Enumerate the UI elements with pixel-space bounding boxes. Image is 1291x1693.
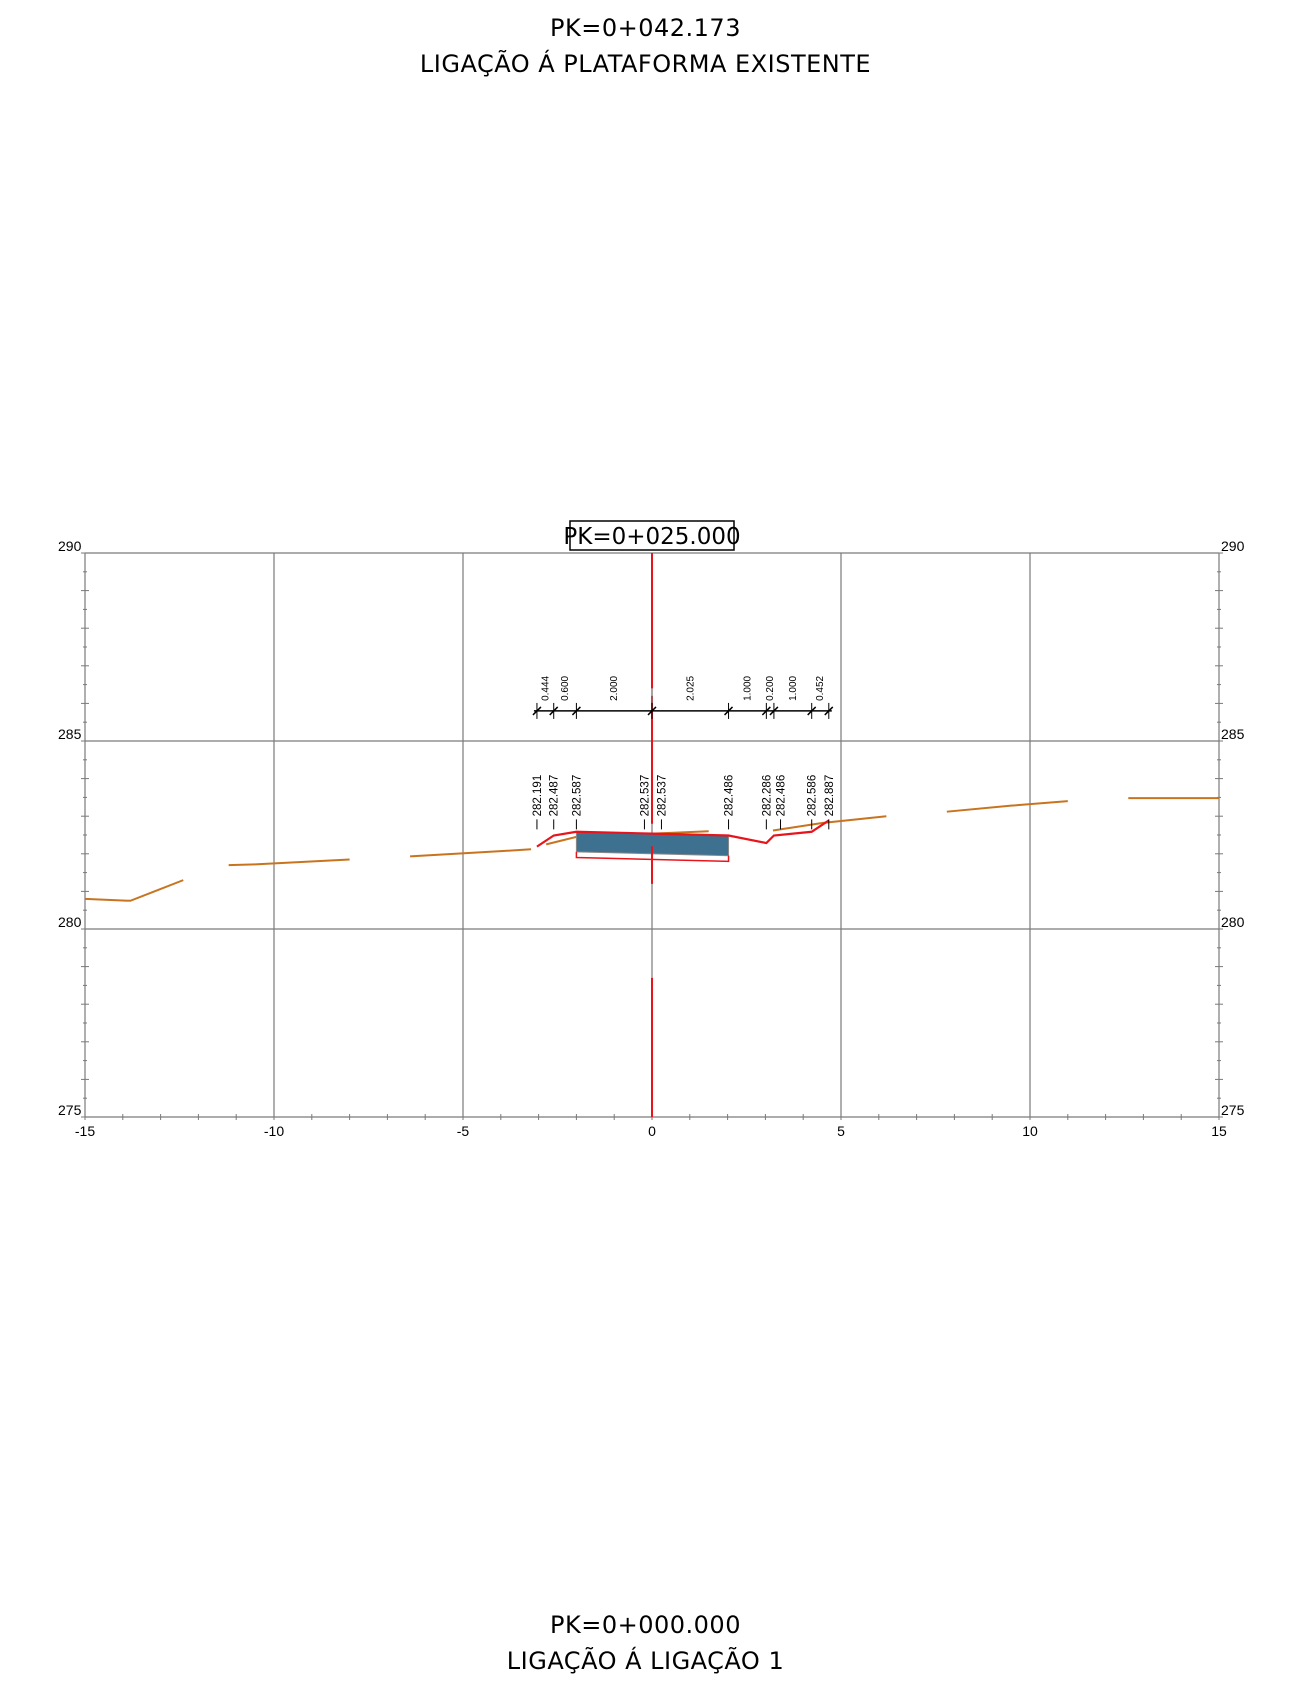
dimension-label: 0.200 [765, 675, 776, 700]
dimension-slash [724, 706, 734, 716]
dimension-label: 1.000 [788, 675, 799, 700]
dimension-label: 0.444 [540, 675, 551, 700]
terrain-segment [410, 848, 532, 858]
x-tick-label: -15 [75, 1123, 95, 1139]
dimension-slash [824, 706, 834, 716]
elevation-label: 282.286 [761, 775, 773, 817]
elevation-label: 282.537 [639, 775, 651, 817]
terrain-segment [772, 815, 887, 832]
x-tick-label: 15 [1211, 1123, 1227, 1139]
dimension-label: 0.452 [815, 675, 826, 700]
elevation-label: 282.586 [807, 775, 819, 817]
x-tick-label: 10 [1022, 1123, 1038, 1139]
terrain-segment [946, 800, 1068, 813]
dimension-slash [647, 706, 657, 716]
y-tick-label-right: 285 [1221, 726, 1245, 742]
dimension-line: 0.444 0.600 2.000 2.025 1.000 0.200 1.000 0.452 [532, 675, 834, 719]
y-tick-label-left: 275 [58, 1102, 82, 1118]
y-tick-label-left: 280 [58, 914, 82, 930]
y-tick-label-right: 280 [1221, 914, 1245, 930]
dimension-slash [769, 706, 779, 716]
elevation-label: 282.486 [776, 775, 788, 817]
design-profile [536, 819, 830, 848]
y-tick-label-left: 290 [58, 538, 82, 554]
y-tick-label-right: 275 [1221, 1102, 1245, 1118]
section-pk-label: PK=0+025.000 [563, 524, 740, 550]
x-tick-label: 5 [837, 1123, 845, 1139]
elevation-label: 282.487 [549, 775, 561, 817]
dimension-label: 2.000 [609, 675, 620, 700]
header-connection: LIGAÇÃO Á PLATAFORMA EXISTENTE [419, 50, 872, 78]
dimension-label: 1.000 [742, 675, 753, 700]
elevation-label: 282.887 [824, 775, 836, 817]
footer-pk: PK=0+000.000 [550, 1611, 741, 1639]
x-tick-label: 0 [648, 1123, 656, 1139]
dimension-slash [807, 706, 817, 716]
elevation-label: 282.587 [571, 775, 583, 817]
dimension-slash [549, 706, 559, 716]
y-tick-label-right: 290 [1221, 538, 1245, 554]
dimension-slash [571, 706, 581, 716]
terrain-segment [84, 879, 184, 902]
elevation-label: 282.191 [532, 775, 544, 817]
design-profile-line [536, 819, 830, 848]
elevation-label: 282.537 [656, 775, 668, 817]
terrain-line [84, 797, 1219, 902]
header-pk: PK=0+042.173 [550, 14, 741, 42]
elevation-labels: 282.191 282.487 282.587 282.537 282.537 282.4… [532, 775, 836, 830]
footer-connection: LIGAÇÃO Á LIGAÇÃO 1 [506, 1647, 785, 1675]
terrain-segment [228, 858, 350, 867]
x-tick-label: -10 [264, 1123, 284, 1139]
elevation-label: 282.486 [724, 775, 736, 817]
dimension-label: 0.600 [560, 675, 571, 700]
y-tick-label-left: 285 [58, 726, 82, 742]
x-tick-label: -5 [457, 1123, 470, 1139]
dimension-slash [532, 706, 542, 716]
dimension-slash [761, 706, 771, 716]
section-pk-box: PK=0+025.000 [563, 520, 741, 551]
dimension-label: 2.025 [685, 675, 696, 700]
